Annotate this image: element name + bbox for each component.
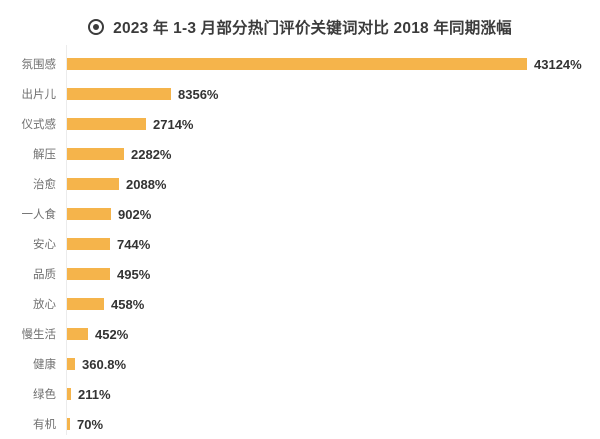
chart-header: 2023 年 1-3 月部分热门评价关键词对比 2018 年同期涨幅 [0,0,600,39]
category-label: 解压 [33,149,56,161]
category-label: 品质 [33,269,56,281]
bar-row: 治愈 2088% [0,169,600,199]
bar-row: 仪式感 2714% [0,109,600,139]
bar-row: 有机 70% [0,409,600,439]
bar-rows: 氛围感 43124% 出片儿 8356% 仪式感 2714% 解压 2282% 治愈 2088% 一… [0,49,600,439]
category-label: 健康 [33,359,56,371]
bar-row: 安心 744% [0,229,600,259]
bar-row: 慢生活 452% [0,319,600,349]
value-label: 452% [95,326,129,342]
bar [67,178,119,190]
value-label: 495% [117,266,151,282]
category-label: 安心 [33,239,56,251]
bar [67,358,75,370]
target-icon [88,19,105,35]
value-label: 2088% [126,176,167,192]
category-label: 一人食 [21,209,57,221]
value-label: 744% [117,236,151,252]
bar-row: 健康 360.8% [0,349,600,379]
bar [67,328,88,340]
bar-row: 放心 458% [0,289,600,319]
bar [67,238,110,250]
bar-chart: 氛围感 43124% 出片儿 8356% 仪式感 2714% 解压 2282% 治愈 2088% 一… [0,45,600,439]
bar [67,88,171,100]
category-label: 慢生活 [21,329,57,341]
bar [67,148,124,160]
value-label: 360.8% [82,356,127,372]
category-label: 有机 [33,419,56,431]
value-label: 70% [77,416,104,432]
value-label: 8356% [178,86,219,102]
category-label: 放心 [33,299,56,311]
bar-row: 出片儿 8356% [0,79,600,109]
category-label: 绿色 [33,389,56,401]
bar-row: 绿色 211% [0,379,600,409]
value-label: 2282% [131,146,172,162]
category-label: 仪式感 [21,119,57,131]
value-label: 2714% [153,116,194,132]
bar-row: 品质 495% [0,259,600,289]
bar [67,268,110,280]
bar-row: 解压 2282% [0,139,600,169]
value-label: 902% [118,206,152,222]
category-label: 氛围感 [21,59,57,71]
page-title: 2023 年 1-3 月部分热门评价关键词对比 2018 年同期涨幅 [113,20,512,37]
bar [67,418,70,430]
y-axis-line [66,45,67,435]
category-label: 治愈 [33,179,56,191]
bar [67,208,111,220]
bar-row: 一人食 902% [0,199,600,229]
bar [67,58,527,70]
value-label: 211% [78,386,111,402]
value-label: 43124% [534,56,582,72]
category-label: 出片儿 [21,89,57,101]
bar [67,388,71,400]
value-label: 458% [111,296,145,312]
bar [67,298,104,310]
bar [67,118,146,130]
bar-row: 氛围感 43124% [0,49,600,79]
